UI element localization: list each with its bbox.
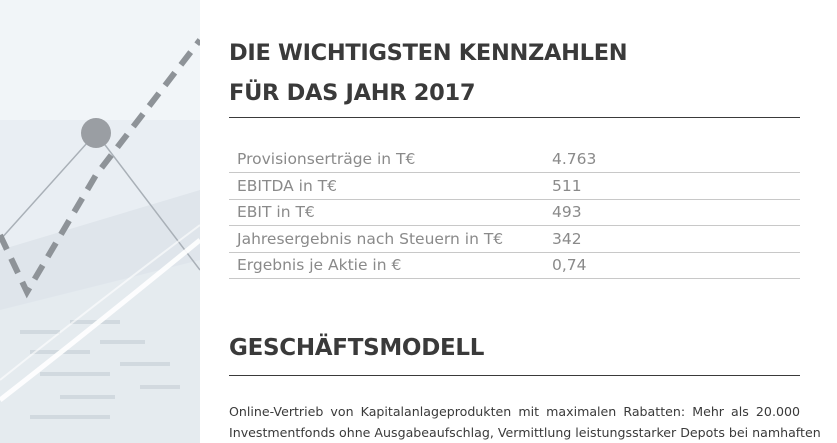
section-title: GESCHÄFTSMODELL [229, 335, 485, 361]
body-line-2: Investmentfonds ohne Ausgabeaufschlag, V… [229, 425, 821, 440]
title-line-2: FÜR DAS JAHR 2017 [229, 80, 476, 106]
table-row: Provisionserträge in T€ 4.763 [229, 146, 800, 173]
section-body-text: Online-Vertrieb von Kapitalanlageprodukt… [229, 401, 821, 443]
kpi-label: Provisionserträge in T€ [237, 150, 416, 168]
table-row: Ergebnis je Aktie in € 0,74 [229, 252, 800, 279]
body-line-1: Online-Vertrieb von Kapitalanlageprodukt… [229, 404, 800, 419]
chart-illustration [0, 0, 200, 443]
kpi-value: 342 [552, 229, 582, 248]
title-divider [229, 117, 800, 118]
table-row: EBITDA in T€ 511 [229, 173, 800, 199]
kpi-value: 0,74 [552, 256, 587, 275]
kpi-label: Ergebnis je Aktie in € [237, 256, 402, 275]
kpi-table: Provisionserträge in T€ 4.763 EBITDA in … [229, 146, 800, 279]
kpi-label: Jahresergebnis nach Steuern in T€ [237, 229, 504, 248]
decorative-chart-image [0, 0, 200, 443]
section-divider [229, 375, 800, 376]
kpi-value: 511 [552, 176, 582, 195]
kpi-value: 4.763 [552, 150, 597, 168]
kpi-label: EBITDA in T€ [237, 176, 338, 195]
page-title: DIE WICHTIGSTEN KENNZAHLEN FÜR DAS JAHR … [229, 33, 800, 113]
table-row: Jahresergebnis nach Steuern in T€ 342 [229, 226, 800, 252]
title-line-1: DIE WICHTIGSTEN KENNZAHLEN [229, 40, 628, 66]
kpi-value: 493 [552, 203, 582, 222]
table-row: EBIT in T€ 493 [229, 199, 800, 226]
kpi-label: EBIT in T€ [237, 203, 315, 222]
